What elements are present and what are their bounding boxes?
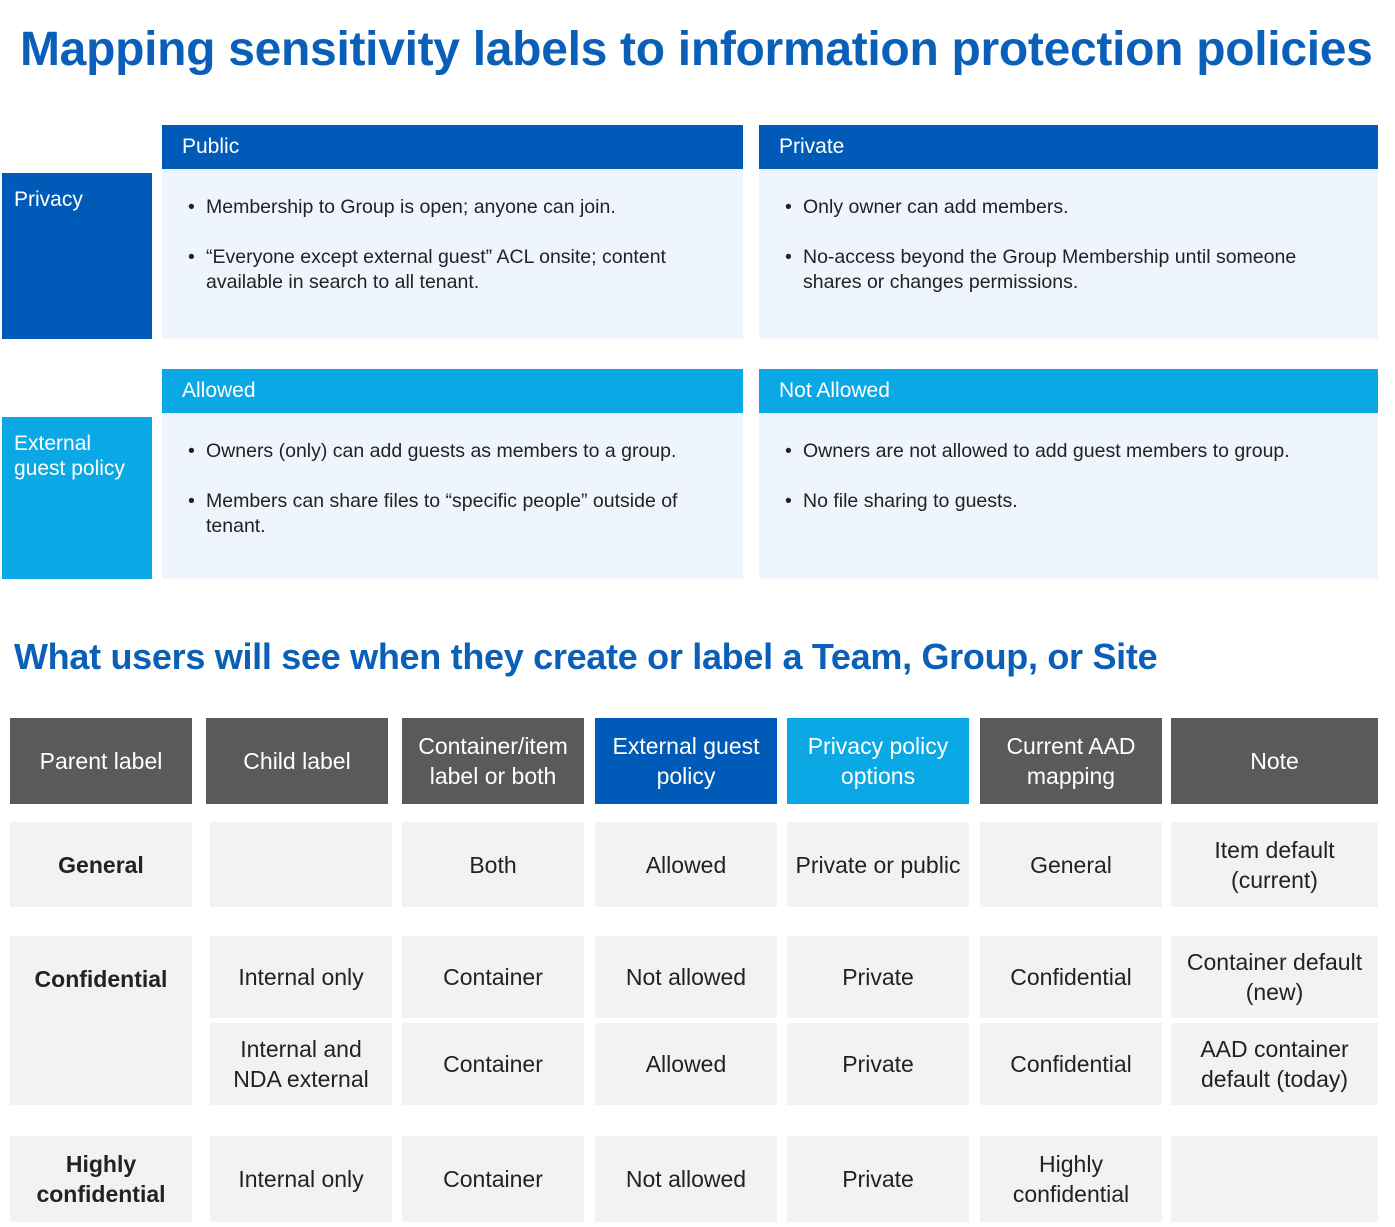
cell-guest-confidential-1: Not allowed <box>595 936 777 1018</box>
cell-parent-confidential: Confidential <box>10 936 192 1105</box>
page-title: Mapping sensitivity labels to informatio… <box>20 23 1373 76</box>
cell-privacy-confidential-2: Private <box>787 1023 969 1105</box>
allowed-bullet: Members can share files to “specific peo… <box>184 489 721 539</box>
col-header-privacy: Privacy policy options <box>787 718 969 804</box>
cell-note-highly <box>1171 1136 1378 1222</box>
cell-guest-confidential-2: Allowed <box>595 1023 777 1105</box>
public-header: Public <box>162 125 743 169</box>
cell-scope-general: Both <box>402 822 584 907</box>
not-allowed-bullet: No file sharing to guests. <box>781 489 1356 514</box>
public-bullet: “Everyone except external guest” ACL ons… <box>184 245 721 295</box>
public-panel: Membership to Group is open; anyone can … <box>162 169 743 339</box>
cell-parent-general: General <box>10 822 192 907</box>
privacy-row-label: Privacy <box>2 173 152 339</box>
guest-row-label: External guest policy <box>2 417 152 579</box>
col-header-scope: Container/item label or both <box>402 718 584 804</box>
private-panel: Only owner can add members. No-access be… <box>759 169 1378 339</box>
col-header-child: Child label <box>206 718 388 804</box>
private-bullet: No-access beyond the Group Membership un… <box>781 245 1356 295</box>
cell-parent-highly: Highly confidential <box>10 1136 192 1222</box>
cell-note-general: Item default (current) <box>1171 822 1378 907</box>
table-title: What users will see when they create or … <box>14 636 1158 677</box>
allowed-bullet: Owners (only) can add guests as members … <box>184 439 721 464</box>
cell-guest-general: Allowed <box>595 822 777 907</box>
allowed-panel: Owners (only) can add guests as members … <box>162 413 743 579</box>
allowed-header: Allowed <box>162 369 743 413</box>
public-bullet: Membership to Group is open; anyone can … <box>184 195 721 220</box>
cell-child-general <box>210 822 392 907</box>
not-allowed-bullet: Owners are not allowed to add guest memb… <box>781 439 1356 464</box>
not-allowed-panel: Owners are not allowed to add guest memb… <box>759 413 1378 579</box>
cell-aad-confidential-2: Confidential <box>980 1023 1162 1105</box>
private-header: Private <box>759 125 1378 169</box>
col-header-aad: Current AAD mapping <box>980 718 1162 804</box>
cell-scope-confidential-1: Container <box>402 936 584 1018</box>
cell-aad-general: General <box>980 822 1162 907</box>
cell-privacy-confidential-1: Private <box>787 936 969 1018</box>
col-header-guest: External guest policy <box>595 718 777 804</box>
cell-note-confidential-1: Container default (new) <box>1171 936 1378 1018</box>
cell-scope-highly: Container <box>402 1136 584 1222</box>
cell-child-confidential-1: Internal only <box>210 936 392 1018</box>
cell-privacy-general: Private or public <box>787 822 969 907</box>
cell-child-highly: Internal only <box>210 1136 392 1222</box>
cell-guest-highly: Not allowed <box>595 1136 777 1222</box>
cell-child-confidential-2: Internal and NDA external <box>210 1023 392 1105</box>
cell-note-confidential-2: AAD container default (today) <box>1171 1023 1378 1105</box>
col-header-note: Note <box>1171 718 1378 804</box>
private-bullet: Only owner can add members. <box>781 195 1356 220</box>
cell-scope-confidential-2: Container <box>402 1023 584 1105</box>
cell-aad-highly: Highly confidential <box>980 1136 1162 1222</box>
cell-aad-confidential-1: Confidential <box>980 936 1162 1018</box>
not-allowed-header: Not Allowed <box>759 369 1378 413</box>
col-header-parent: Parent label <box>10 718 192 804</box>
cell-privacy-highly: Private <box>787 1136 969 1222</box>
